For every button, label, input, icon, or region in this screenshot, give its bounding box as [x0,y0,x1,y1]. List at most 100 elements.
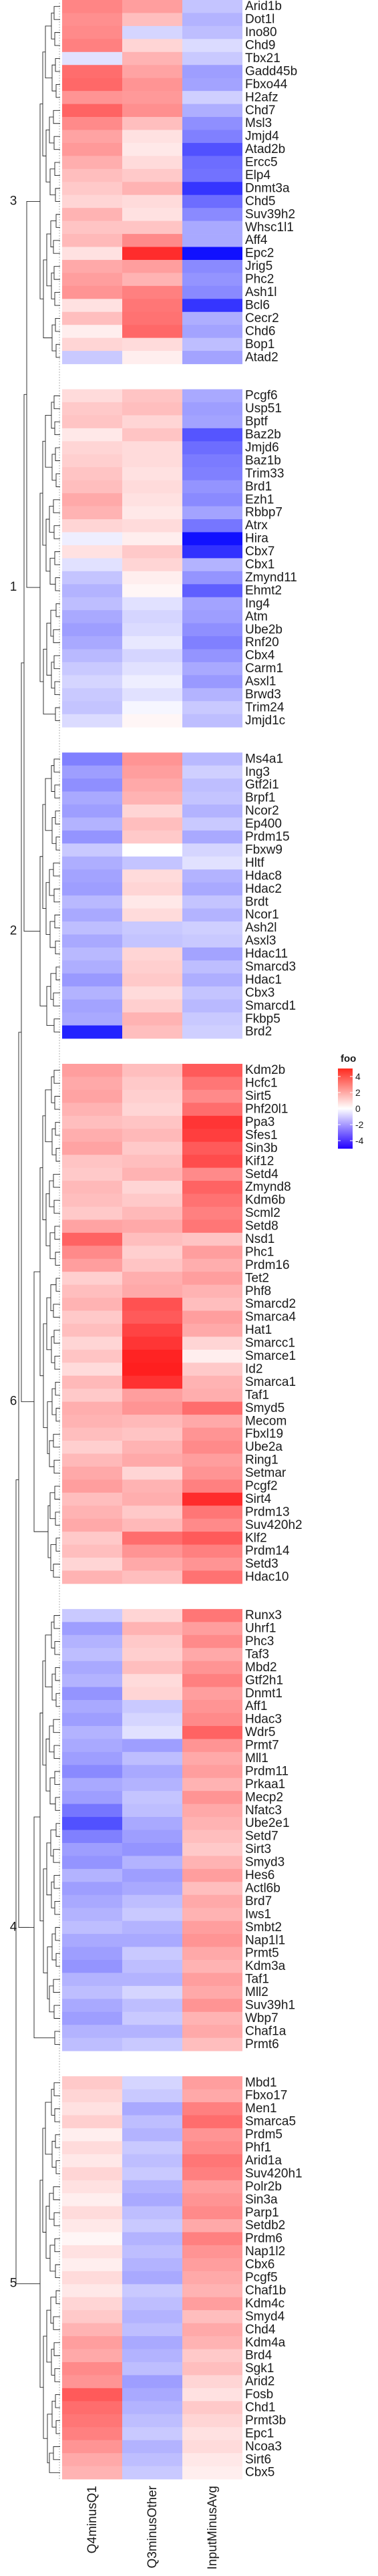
row-label: Suv39h1 [245,1999,295,2013]
row-label: Taf1 [245,1973,269,1987]
heatmap-cell [122,1934,182,1947]
heatmap-cell [62,0,122,13]
heatmap-cell [122,545,182,559]
heatmap-cell [182,1882,242,1896]
row-label: Epc1 [245,2426,274,2440]
heatmap-cell [62,571,122,585]
heatmap-cell [122,273,182,287]
heatmap-cell [122,285,182,299]
row-label: Prkaa1 [245,1777,285,1792]
heatmap-cell [62,130,122,144]
row-label: Ncoa3 [245,2440,282,2454]
heatmap-cell [62,2076,122,2090]
heatmap-cell [122,2453,182,2466]
heatmap-cell [62,545,122,559]
row-label: Smarcc1 [245,1336,295,1350]
heatmap-cell [182,1220,242,1234]
row-label: Taf3 [245,1647,269,1661]
heatmap-cell [122,1323,182,1337]
heatmap-cell [182,1232,242,1246]
legend-tick-label: 0 [355,1103,361,1114]
heatmap-cell [182,415,242,429]
heatmap-cell [122,1363,182,1377]
heatmap-cell [182,234,242,247]
column-label: InputMinusAvg [206,2486,220,2569]
heatmap-cell [182,2232,242,2246]
column-label: Q4minusQ1 [85,2486,100,2553]
row-label: Prdm11 [245,1764,289,1778]
heatmap-cell [182,869,242,883]
heatmap-cell [62,1532,122,1545]
heatmap-cell [182,65,242,79]
row-label: Bptf [245,415,268,429]
heatmap-cell [122,1272,182,1286]
heatmap-cell [122,1518,182,1532]
heatmap-cell [62,2401,122,2415]
heatmap-cell [182,91,242,104]
heatmap-cell [122,688,182,702]
row-label: Hltf [245,856,264,870]
heatmap-cell [182,817,242,831]
heatmap-cell [62,156,122,170]
heatmap-cell [122,493,182,507]
heatmap-cell [122,1479,182,1493]
heatmap-cell [62,610,122,623]
heatmap-cell [62,2323,122,2337]
row-label: Sirt6 [245,2452,271,2466]
row-label: Dot1l [245,13,274,27]
row-label: Carm1 [245,662,283,676]
heatmap-cell [182,454,242,468]
heatmap-cell [182,1765,242,1779]
heatmap-cell [62,856,122,870]
heatmap-cell [182,701,242,715]
color-legend: foo 4 2 0 -2 -4 [334,1052,374,1159]
heatmap-cell [122,1258,182,1272]
heatmap-cell [182,1532,242,1545]
heatmap-cell [182,752,242,766]
heatmap-cell [122,649,182,663]
row-label: Arid2 [245,2375,274,2389]
heatmap-cell [182,584,242,598]
heatmap-cell [62,1415,122,1428]
heatmap-cell [62,1934,122,1947]
heatmap-cell [182,1506,242,1520]
heatmap-cell [62,597,122,611]
row-label: Kdm2b [245,1063,285,1077]
row-label: Setd7 [245,1830,278,1844]
heatmap-cell [182,1791,242,1805]
heatmap-cell [182,1310,242,1324]
heatmap-cell [182,441,242,455]
heatmap-cell [62,623,122,637]
heatmap-cell [122,1558,182,1571]
heatmap-cell [122,1700,182,1713]
heatmap-cell [182,2025,242,2039]
heatmap-cell [122,2115,182,2129]
heatmap-cell [182,311,242,325]
heatmap-cell [122,895,182,909]
row-label: Ring1 [245,1453,278,1467]
heatmap-cell [62,1077,122,1091]
row-label: Klf2 [245,1531,267,1545]
row-label: Brwd3 [245,688,281,702]
row-label: Tet2 [245,1271,269,1285]
row-label: Chd1 [245,2400,275,2414]
heatmap-cell [122,2245,182,2259]
heatmap-cell [62,519,122,533]
row-label: Cecr2 [245,311,279,325]
row-label: Phc3 [245,1634,274,1649]
heatmap-cell [62,532,122,546]
heatmap-cell [122,701,182,715]
row-label: Brd7 [245,1894,272,1908]
heatmap-cell [122,1634,182,1649]
column-label: Q3minusOther [146,2485,160,2568]
row-label: Jmjd4 [245,130,279,144]
heatmap-cell [182,1830,242,1844]
row-label: Cbx1 [245,558,274,572]
heatmap-cell [122,337,182,351]
heatmap-cell [122,299,182,313]
row-label: Kdm4c [245,2297,285,2311]
heatmap-cell [122,1544,182,1558]
heatmap-cell [182,1544,242,1558]
heatmap-cell [122,1661,182,1675]
